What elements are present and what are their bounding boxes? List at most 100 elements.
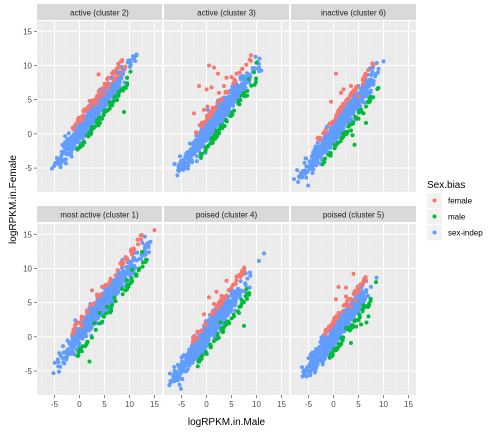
point-sex-indep: [295, 168, 300, 173]
point-male: [254, 60, 259, 65]
point-male: [350, 133, 355, 138]
point-sex-indep: [349, 301, 354, 306]
facet-strip: [37, 206, 162, 222]
point-sex-indep: [324, 345, 329, 350]
point-sex-indep: [51, 371, 56, 376]
point-male: [210, 139, 215, 144]
point-male: [224, 118, 229, 123]
point-sex-indep: [226, 299, 231, 304]
point-sex-indep: [233, 98, 238, 103]
point-sex-indep: [210, 323, 215, 328]
point-female: [249, 53, 254, 58]
point-sex-indep: [323, 146, 328, 151]
point-sex-indep: [63, 134, 68, 139]
point-sex-indep: [328, 137, 333, 142]
point-female: [87, 99, 92, 104]
point-female: [354, 298, 358, 303]
point-female: [209, 85, 214, 90]
point-sex-indep: [320, 148, 325, 153]
point-male: [320, 162, 325, 167]
legend-swatch-female: [432, 198, 437, 203]
point-sex-indep: [313, 361, 318, 366]
point-sex-indep: [248, 273, 253, 278]
point-sex-indep: [313, 358, 318, 363]
point-female: [238, 274, 243, 279]
point-male: [338, 139, 343, 144]
point-female: [348, 92, 353, 97]
point-female: [107, 82, 112, 87]
point-female: [234, 71, 239, 76]
point-sex-indep: [69, 150, 74, 155]
point-sex-indep: [192, 353, 197, 358]
point-female: [336, 310, 341, 315]
x-tick-label: 15: [150, 400, 159, 409]
point-female: [136, 242, 141, 247]
point-sex-indep: [185, 367, 190, 372]
point-sex-indep: [172, 364, 177, 369]
point-female: [229, 285, 234, 290]
point-sex-indep: [93, 109, 98, 114]
point-sex-indep: [262, 251, 266, 256]
point-female: [204, 87, 209, 92]
point-sex-indep: [61, 344, 66, 349]
point-sex-indep: [147, 250, 152, 255]
point-female: [138, 233, 143, 238]
point-sex-indep: [307, 166, 312, 171]
point-sex-indep: [56, 364, 61, 369]
point-sex-indep: [318, 349, 323, 354]
point-male: [75, 353, 80, 358]
point-sex-indep: [215, 323, 220, 328]
point-sex-indep: [172, 368, 177, 373]
point-female: [85, 310, 89, 315]
point-male: [218, 320, 223, 325]
point-sex-indep: [66, 131, 71, 136]
point-sex-indep: [57, 351, 62, 356]
point-female: [327, 122, 332, 127]
point-sex-indep: [335, 135, 340, 140]
point-male: [232, 108, 236, 113]
point-sex-indep: [74, 132, 79, 137]
point-sex-indep: [194, 159, 199, 164]
facet-panel: active (cluster 3): [164, 4, 289, 192]
point-sex-indep: [360, 290, 365, 295]
point-female: [323, 327, 328, 332]
point-sex-indep: [330, 337, 335, 342]
point-male: [115, 97, 120, 102]
point-sex-indep: [348, 109, 353, 114]
point-sex-indep: [63, 356, 68, 361]
point-sex-indep: [206, 317, 211, 322]
point-male: [368, 296, 373, 301]
point-sex-indep: [183, 165, 188, 170]
facet-strip: [164, 4, 289, 20]
point-sex-indep: [207, 333, 212, 338]
point-male: [239, 297, 244, 302]
point-female: [224, 75, 229, 80]
point-female: [344, 285, 348, 290]
point-sex-indep: [366, 84, 371, 89]
point-sex-indep: [229, 305, 234, 310]
point-sex-indep: [235, 93, 240, 98]
point-sex-indep: [220, 114, 225, 119]
point-sex-indep: [358, 99, 363, 104]
point-male: [101, 314, 106, 319]
point-sex-indep: [203, 345, 208, 350]
point-sex-indep: [313, 370, 318, 375]
facet-panel: poised (cluster 5): [291, 206, 416, 395]
point-sex-indep: [105, 296, 110, 301]
point-sex-indep: [98, 304, 103, 309]
point-sex-indep: [129, 259, 134, 264]
point-sex-indep: [364, 290, 368, 295]
point-female: [354, 85, 358, 90]
point-male: [364, 120, 368, 125]
point-sex-indep: [234, 289, 239, 294]
point-sex-indep: [257, 69, 262, 74]
point-sex-indep: [257, 65, 262, 70]
point-sex-indep: [253, 54, 258, 59]
facet-panel: active (cluster 2): [37, 4, 162, 192]
point-male: [354, 324, 358, 329]
point-sex-indep: [198, 345, 203, 350]
point-male: [221, 325, 226, 330]
point-sex-indep: [336, 329, 341, 334]
point-sex-indep: [365, 293, 370, 298]
point-male: [125, 82, 130, 87]
